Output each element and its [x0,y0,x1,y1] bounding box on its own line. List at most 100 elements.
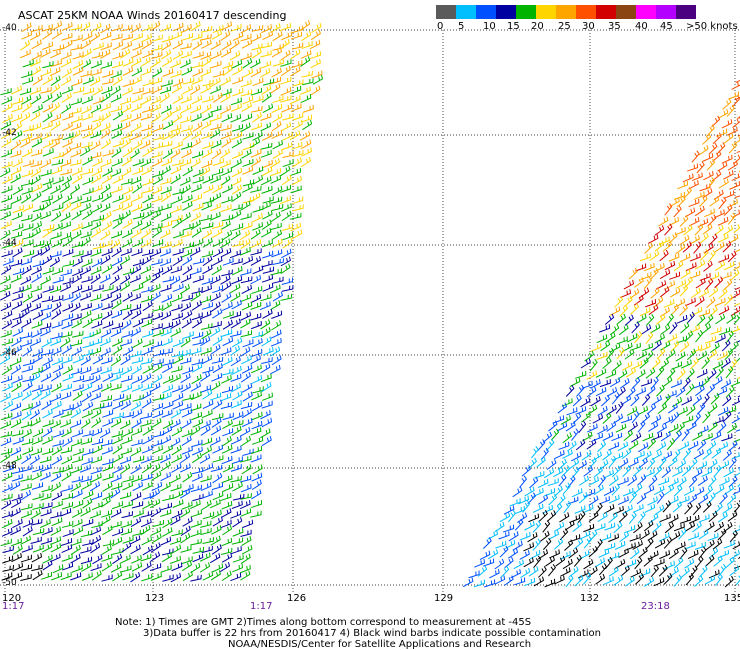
wind-barb [20,554,32,563]
wind-barb [495,540,507,549]
wind-barb [221,570,232,582]
wind-barb [61,175,72,186]
wind-barb [190,347,202,355]
wind-barb [687,440,699,451]
wind-barb [282,151,294,159]
wind-barb [271,354,282,366]
wind-barb [638,442,649,453]
wind-barb [100,61,112,69]
wind-barb [160,241,172,249]
wind-barb [92,214,105,222]
wind-barb [573,554,583,567]
wind-barb [552,467,564,478]
wind-barb [101,310,113,320]
wind-barb [603,576,614,586]
wind-barb [160,328,172,337]
wind-barb [300,139,312,150]
wind-barb [697,439,707,451]
wind-barb [80,475,92,483]
wind-barb [230,356,241,367]
wind-barb [241,418,253,428]
note-line-2: 3)Data buffer is 22 hrs from 20160417 4)… [143,628,601,639]
wind-barb [240,553,251,564]
wind-barb [673,574,682,587]
wind-barb [648,513,659,524]
wind-barb [90,526,102,536]
wind-barb [568,566,579,578]
wind-barb [22,249,35,258]
wind-barb [81,275,93,283]
wind-barb [160,454,171,464]
wind-barb [50,250,62,258]
wind-barb [712,132,722,144]
wind-barb [40,389,51,400]
wind-barb [30,536,42,544]
wind-barb [222,419,233,430]
wind-barb [282,232,294,241]
wind-barb [122,267,134,276]
wind-barb [100,254,111,265]
wind-barb [61,320,73,330]
wind-barb [31,220,43,231]
wind-barb [250,58,261,69]
wind-barb [0,354,11,365]
wind-barb [60,282,71,292]
wind-barb [111,537,123,547]
wind-barb [10,507,21,518]
wind-barb [131,439,143,447]
wind-barb [120,113,132,122]
wind-barb [31,366,43,375]
wind-barb [242,255,254,265]
wind-barb [1,472,13,482]
wind-barb [725,385,735,398]
wind-barb [272,291,283,302]
wind-barb [200,336,211,347]
wind-barb [209,85,221,95]
wind-barb [615,423,627,433]
wind-barb [50,337,62,347]
legend-label: 5 [458,21,465,32]
wind-barb [704,335,717,344]
wind-barb [1,129,12,139]
wind-barb [62,313,74,322]
wind-barb [698,144,709,156]
wind-barb [141,23,153,32]
wind-barb [673,205,682,218]
wind-barb [152,409,164,419]
wind-barb [488,549,499,560]
wind-barb [221,195,233,204]
wind-barb [300,56,311,67]
legend-swatch [656,5,676,19]
wind-barb [289,212,302,220]
wind-barb [30,518,43,526]
wind-barb [564,520,575,531]
wind-barb [591,451,602,462]
wind-barb [62,365,73,375]
wind-barb [210,139,222,149]
wind-barb [688,216,700,227]
wind-barb [82,155,93,166]
wind-barb [616,386,626,399]
wind-barb [162,275,175,283]
wind-barb [220,493,232,502]
wind-barb [31,248,43,258]
wind-barb [171,214,183,222]
wind-barb [528,513,540,523]
wind-barb [261,274,274,283]
wind-barb [641,343,654,352]
wind-barb [1,310,13,320]
wind-barb [70,538,82,547]
wind-barb [171,312,183,321]
wind-barb [722,394,732,407]
wind-barb [696,314,706,327]
wind-barb [172,22,184,32]
wind-barb [99,428,111,439]
wind-barb [61,146,72,157]
wind-barb [668,567,679,578]
wind-barb [71,508,83,518]
wind-barb [140,56,151,67]
wind-barb [697,475,708,486]
wind-barb [593,466,603,478]
wind-barb [0,392,11,403]
wind-barb [130,327,142,337]
